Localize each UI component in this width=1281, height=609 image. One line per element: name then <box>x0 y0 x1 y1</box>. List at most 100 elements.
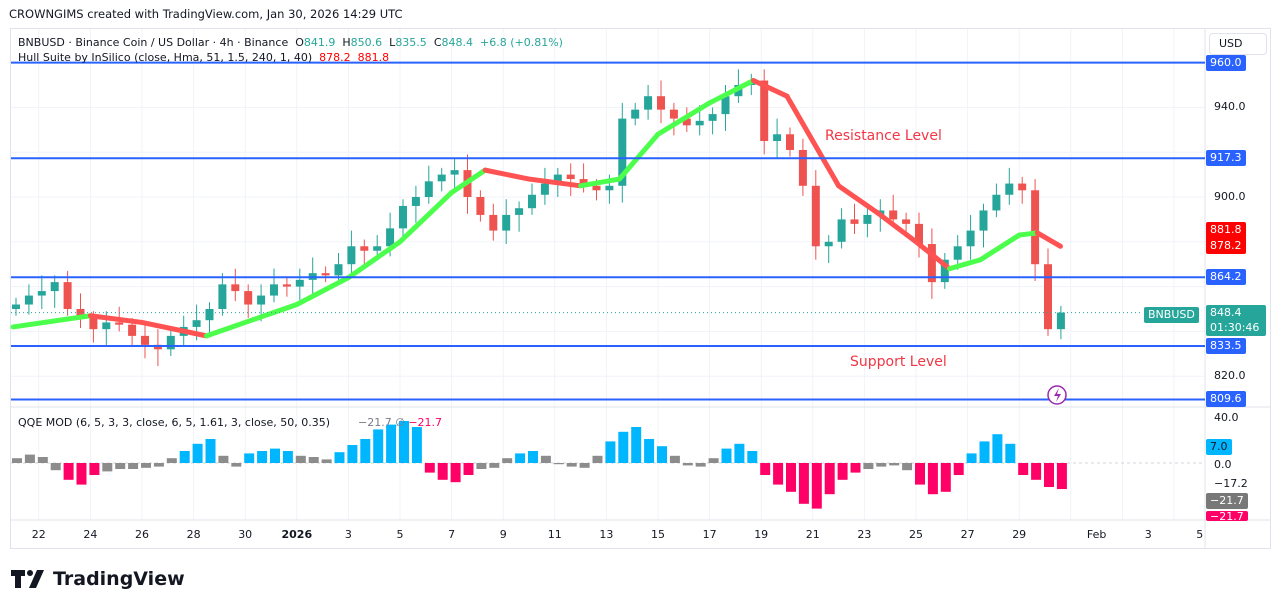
hull-segment <box>913 239 953 272</box>
candle-body <box>669 109 678 119</box>
qqe-bar <box>811 463 822 509</box>
date-axis-label: 3 <box>1144 528 1152 541</box>
currency-selector[interactable]: USD <box>1209 33 1267 55</box>
open-value: 841.9 <box>303 36 336 49</box>
price-axis-label: 940.0 <box>1214 100 1246 114</box>
candle-body <box>579 179 588 186</box>
candle-body <box>102 322 111 330</box>
hull-segment <box>526 176 584 189</box>
qqe-bar <box>631 427 642 463</box>
candle-body <box>231 284 240 292</box>
candle-body <box>76 309 85 318</box>
symbol-legend[interactable]: BNBUSD · Binance Coin / US Dollar · 4h ·… <box>18 36 563 49</box>
hull-segment <box>1034 230 1063 249</box>
chart-credit: CROWNGIMS created with TradingView.com, … <box>9 7 403 21</box>
qqe-bar <box>837 463 848 480</box>
qqe-bar <box>540 455 551 463</box>
symbol-tag: BNBUSD <box>1144 307 1199 323</box>
candle-body <box>1005 183 1014 195</box>
qqe-bar <box>927 463 938 495</box>
date-axis-label: 9 <box>499 528 507 541</box>
candle-body <box>244 291 253 305</box>
candle-body <box>953 246 962 260</box>
candle-body <box>927 244 936 283</box>
low-value: 835.5 <box>395 36 427 49</box>
qqe-bar <box>360 439 371 463</box>
low-label: L <box>389 36 396 49</box>
date-axis-label: 5 <box>1196 528 1204 541</box>
candle-body <box>566 174 575 180</box>
candle-body <box>695 120 704 126</box>
hull-segment <box>874 210 919 245</box>
qqe-label: QQE MOD (6, 5, 3, 3, close, 6, 5, 1.61, … <box>18 416 331 429</box>
qqe-legend[interactable]: QQE MOD (6, 5, 3, 3, close, 6, 5, 1.61, … <box>18 416 442 429</box>
candle-body <box>824 241 833 247</box>
qqe-bar <box>89 463 100 475</box>
qqe-bar <box>115 463 126 469</box>
candle-body <box>166 335 175 350</box>
candle-body <box>644 96 653 110</box>
hull-segment <box>616 131 661 182</box>
qqe-bar <box>373 429 384 463</box>
date-axis-label: 22 <box>31 528 46 541</box>
level-price-tag: 809.6 <box>1206 391 1246 408</box>
candle-body <box>24 295 33 305</box>
hull-segment <box>750 78 790 99</box>
candle-body <box>682 118 691 126</box>
qqe-bar <box>708 458 719 463</box>
candle-body <box>411 197 420 206</box>
candle-body <box>424 181 433 197</box>
candle-body <box>295 279 304 287</box>
qqe-bar <box>592 455 603 463</box>
candle-body <box>889 210 898 220</box>
qqe-bar <box>270 448 280 463</box>
qqe-bar <box>399 421 409 463</box>
date-axis-label: 29 <box>1012 528 1027 541</box>
qqe-bar <box>1031 463 1042 480</box>
qqe-bar <box>231 463 242 467</box>
close-value: 848.4 <box>441 36 474 49</box>
tradingview-logo[interactable]: TradingView <box>11 568 185 590</box>
date-axis-label: 21 <box>805 528 820 541</box>
qqe-bar <box>128 463 139 469</box>
hull-segment <box>836 183 880 216</box>
candle-body <box>63 282 72 309</box>
qqe-bar <box>747 451 758 463</box>
qqe-bar <box>773 463 784 485</box>
candle-body <box>334 264 343 276</box>
candle-body <box>115 322 124 325</box>
qqe-bar <box>386 424 397 463</box>
candle-body <box>837 219 846 242</box>
qqe-bar <box>979 441 990 463</box>
qqe-bar <box>347 445 358 463</box>
chart-frame[interactable] <box>10 28 1271 549</box>
candle-body <box>12 304 20 309</box>
qqe-bar <box>257 451 268 463</box>
qqe-axis-40: 40.0 <box>1214 411 1239 424</box>
hull-segment <box>947 257 983 272</box>
qqe-bar <box>515 453 526 463</box>
bar-countdown: 01:30:46 <box>1210 321 1260 334</box>
candle-body <box>450 170 459 175</box>
hull-segment <box>87 313 145 325</box>
level-price-tag: 917.3 <box>1206 150 1246 167</box>
qqe-bar <box>24 454 35 463</box>
hull-segment <box>139 319 209 339</box>
qqe-tag-pink: −21.7 <box>1206 511 1248 521</box>
date-axis-label: 25 <box>909 528 923 541</box>
qqe-bar <box>605 441 616 463</box>
hull-legend[interactable]: Hull Suite by InSilico (close, Hma, 51, … <box>18 51 389 64</box>
qqe-bar <box>450 463 461 483</box>
candle-body <box>940 259 949 283</box>
high-label: H <box>342 36 351 49</box>
qqe-bar <box>102 463 113 472</box>
qqe-bar <box>12 458 22 463</box>
change-value: +6.8 (+0.81%) <box>480 36 563 49</box>
qqe-bar <box>476 463 487 469</box>
candle-body <box>515 208 524 215</box>
last-price: 848.4 <box>1210 306 1242 319</box>
candle-body <box>360 246 369 251</box>
hull-segment <box>1016 230 1040 238</box>
hull-tag-upper: 881.8 <box>1210 223 1242 236</box>
